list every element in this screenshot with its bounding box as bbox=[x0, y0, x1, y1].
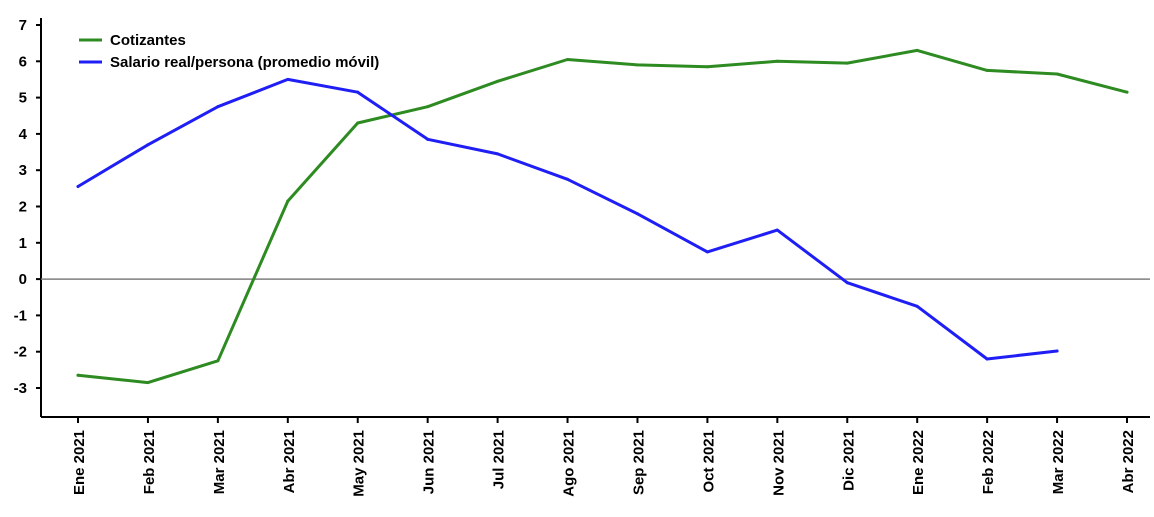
y-tick-label: 5 bbox=[19, 90, 27, 107]
data-point bbox=[1055, 72, 1059, 76]
data-point bbox=[845, 61, 849, 65]
y-tick-label: 0 bbox=[19, 271, 27, 288]
x-tick-label: Jul 2021 bbox=[491, 430, 508, 489]
data-point bbox=[426, 105, 430, 109]
x-tick-label: Ene 2022 bbox=[910, 430, 927, 495]
data-point bbox=[915, 304, 919, 308]
data-point bbox=[775, 228, 779, 232]
x-tick-label: Ago 2021 bbox=[561, 430, 578, 497]
data-point bbox=[146, 143, 150, 147]
data-point bbox=[775, 59, 779, 63]
data-point bbox=[216, 105, 220, 109]
x-tick-label: Abr 2021 bbox=[281, 430, 298, 493]
data-point bbox=[426, 137, 430, 141]
data-point bbox=[1055, 349, 1059, 353]
data-point bbox=[635, 212, 639, 216]
series-line-cotizantes bbox=[76, 48, 1129, 385]
y-tick-label: 2 bbox=[19, 199, 27, 216]
y-tick-label: -2 bbox=[14, 344, 27, 361]
legend-label: Salario real/persona (promedio móvil) bbox=[110, 54, 379, 71]
y-axis: -3 -2 -1 0 1 2 3 4 5 6 7 bbox=[14, 17, 42, 417]
data-point bbox=[496, 79, 500, 83]
legend-label: Cotizantes bbox=[110, 32, 186, 49]
x-tick-label: Mar 2021 bbox=[211, 430, 228, 494]
x-tick-label: Mar 2022 bbox=[1050, 430, 1067, 494]
x-tick-label: Abr 2022 bbox=[1120, 430, 1137, 493]
data-point bbox=[76, 185, 80, 189]
y-tick-label: 7 bbox=[19, 17, 27, 34]
x-tick-label: Ene 2021 bbox=[71, 430, 88, 495]
data-point bbox=[496, 152, 500, 156]
data-point bbox=[76, 373, 80, 377]
y-tick-label: -3 bbox=[14, 380, 27, 397]
data-point bbox=[356, 121, 360, 125]
data-point bbox=[216, 359, 220, 363]
data-point bbox=[915, 48, 919, 52]
data-point bbox=[566, 177, 570, 181]
x-axis: Ene 2021 Feb 2021 Mar 2021 Abr 2021 May 2021… bbox=[41, 416, 1150, 497]
data-point bbox=[985, 68, 989, 72]
data-point bbox=[146, 381, 150, 385]
y-tick-label: 1 bbox=[19, 235, 27, 252]
x-tick-label: Nov 2021 bbox=[770, 430, 787, 496]
data-point bbox=[286, 77, 290, 81]
data-point bbox=[705, 250, 709, 254]
data-point bbox=[635, 63, 639, 67]
x-tick-label: May 2021 bbox=[351, 430, 368, 497]
x-tick-label: Sep 2021 bbox=[630, 430, 647, 495]
x-tick-label: Feb 2021 bbox=[141, 430, 158, 494]
data-point bbox=[845, 281, 849, 285]
y-tick-label: -1 bbox=[14, 307, 27, 324]
x-tick-label: Feb 2022 bbox=[980, 430, 997, 494]
y-tick-label: 3 bbox=[19, 162, 27, 179]
y-tick-label: 4 bbox=[19, 126, 28, 143]
data-point bbox=[286, 199, 290, 203]
x-tick-label: Dic 2021 bbox=[840, 430, 857, 491]
data-point bbox=[705, 65, 709, 69]
data-point bbox=[985, 357, 989, 361]
series-line-salario-real bbox=[76, 77, 1059, 361]
x-tick-label: Jun 2021 bbox=[421, 430, 438, 494]
series-lines bbox=[76, 48, 1129, 385]
y-tick-label: 6 bbox=[19, 53, 27, 70]
legend: Cotizantes Salario real/persona (promedio… bbox=[79, 32, 379, 71]
data-point bbox=[1125, 90, 1129, 94]
data-point bbox=[356, 90, 360, 94]
data-point bbox=[566, 57, 570, 61]
x-tick-label: Oct 2021 bbox=[700, 430, 717, 493]
